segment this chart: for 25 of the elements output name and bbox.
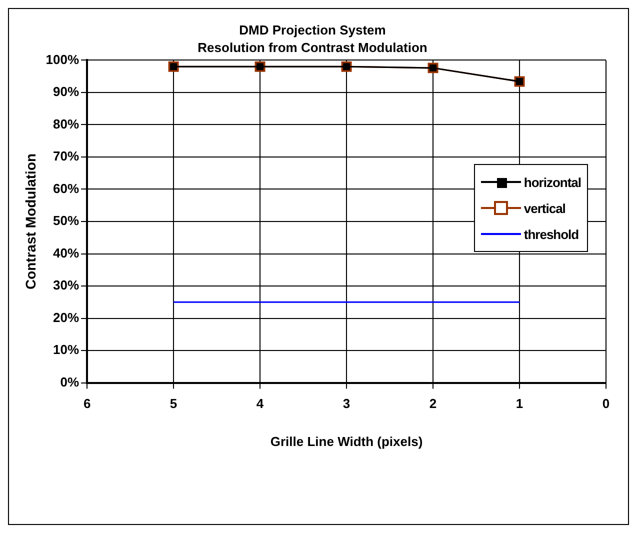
x-tick-label: 3	[342, 396, 350, 412]
chart-title: DMD Projection System	[239, 22, 386, 38]
chart-subtitle: Resolution from Contrast Modulation	[198, 40, 428, 55]
x-tick-label: 1	[516, 396, 524, 412]
x-tick-label: 0	[602, 396, 610, 412]
y-tick-label: 50%	[53, 213, 80, 228]
y-axis-title: Contrast Modulation	[22, 153, 38, 290]
y-tick-label: 10%	[53, 342, 80, 358]
x-tick-label: 6	[83, 396, 91, 412]
y-tick-label: 90%	[53, 84, 80, 100]
legend-label: vertical	[524, 200, 566, 216]
y-tick-label: 0%	[60, 374, 80, 390]
x-axis-title: Grille Line Width (pixels)	[270, 434, 423, 449]
x-tick-label: 4	[256, 396, 264, 412]
y-tick-label: 20%	[53, 310, 80, 325]
y-tick-label: 60%	[53, 180, 80, 196]
x-tick-label: 5	[170, 396, 178, 412]
x-tick-label: 2	[429, 396, 437, 412]
y-tick-label: 80%	[53, 116, 80, 132]
legend-label: threshold	[524, 226, 579, 242]
y-tick-label: 100%	[46, 52, 80, 67]
y-tick-label: 30%	[53, 278, 80, 293]
legend-label: horizontal	[524, 174, 581, 190]
y-tick-label: 40%	[53, 245, 80, 260]
y-tick-label: 70%	[53, 148, 80, 164]
